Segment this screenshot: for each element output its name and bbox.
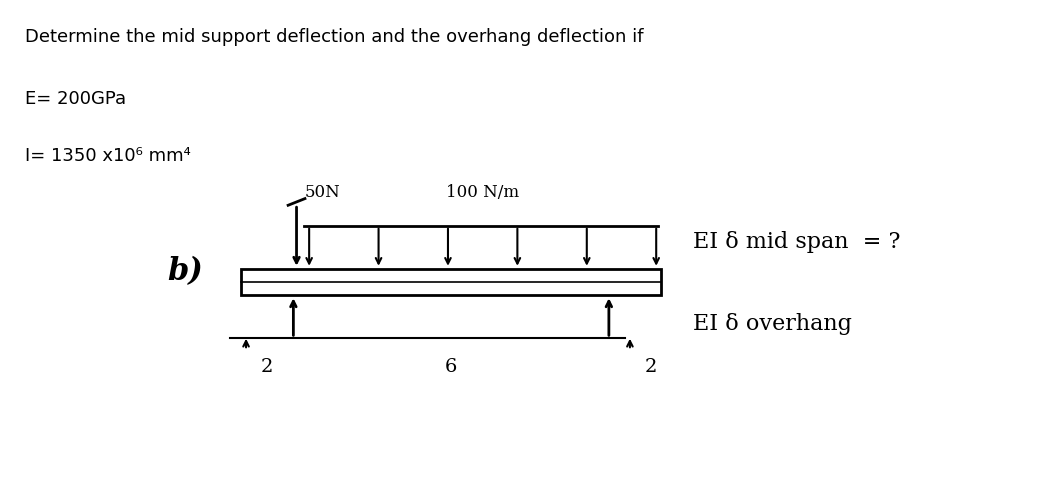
Text: I= 1350 x10⁶ mm⁴: I= 1350 x10⁶ mm⁴ <box>25 147 191 165</box>
FancyBboxPatch shape <box>241 269 661 296</box>
Text: b): b) <box>167 255 202 286</box>
Text: EI δ overhang: EI δ overhang <box>693 312 852 334</box>
Text: 100 N/m: 100 N/m <box>446 183 519 200</box>
Text: E= 200GPa: E= 200GPa <box>25 90 126 108</box>
Text: 2: 2 <box>644 358 657 376</box>
Text: 50N: 50N <box>305 183 340 200</box>
Text: Determine the mid support deflection and the overhang deflection if: Determine the mid support deflection and… <box>25 28 643 46</box>
Text: 6: 6 <box>445 358 457 376</box>
Text: 2: 2 <box>261 358 273 376</box>
Text: EI δ mid span  = ?: EI δ mid span = ? <box>693 231 900 253</box>
